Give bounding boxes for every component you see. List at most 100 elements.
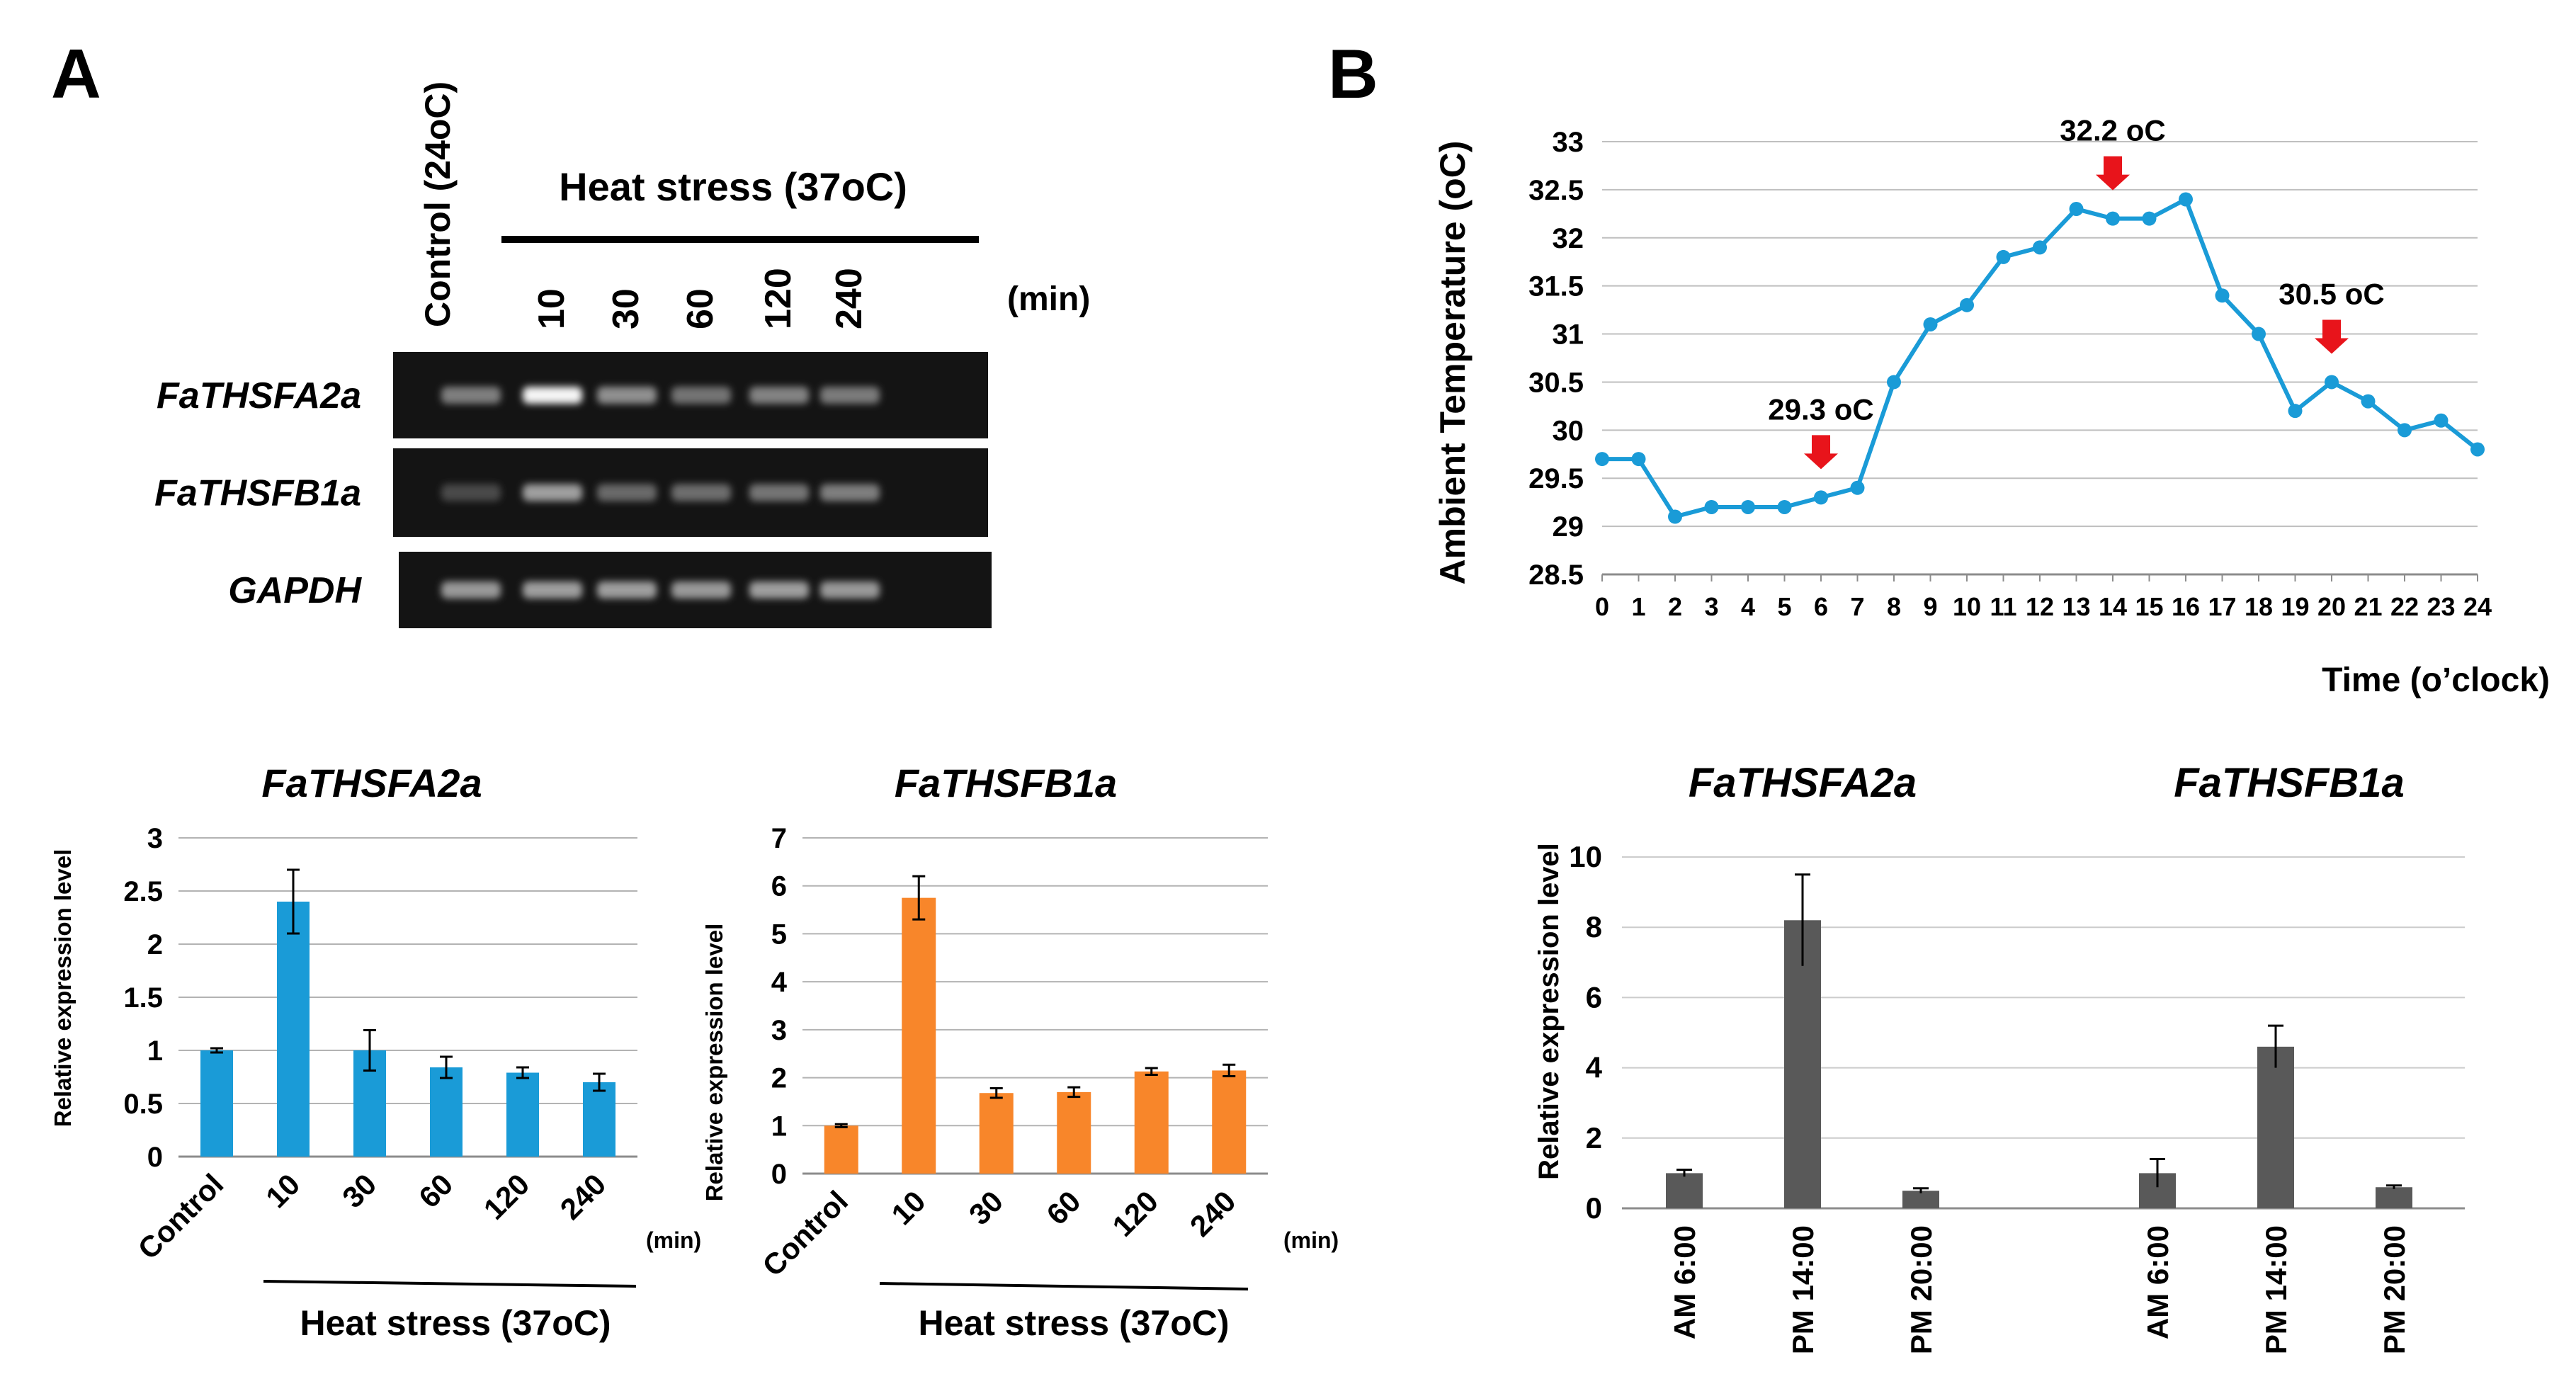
x-tick-label: PM 14:00 — [1786, 1225, 1820, 1354]
data-point — [2252, 327, 2266, 341]
gel-lane-label: 240 — [829, 268, 870, 329]
y-tick-label: 8 — [1586, 910, 1602, 943]
x-tick-label: PM 20:00 — [1905, 1225, 1938, 1354]
data-point — [2033, 240, 2047, 255]
x-tick-label: 12 — [2026, 592, 2054, 621]
y-tick-label: 32.5 — [1528, 175, 1584, 206]
chart-a-left: FaTHSFA2a Relative expression level 0 0.5… — [50, 761, 701, 1343]
y-tick-label: 1.5 — [123, 982, 163, 1014]
x-tick-label: 10 — [259, 1167, 306, 1214]
data-point — [1850, 480, 1865, 495]
x-tick-label: 7 — [1850, 592, 1864, 621]
bar — [1134, 1071, 1169, 1174]
chart-a-right-group-line — [879, 1282, 1249, 1290]
chart-a-right-group-label: Heat stress (37oC) — [918, 1303, 1229, 1343]
gel-lane-labels: 10 30 60 120 240 — [531, 268, 870, 329]
bar — [1666, 1173, 1703, 1208]
y-tick-label: 2 — [1586, 1121, 1602, 1154]
gel-band — [671, 581, 731, 598]
panel-b-label: B — [1328, 35, 1378, 113]
gel-row-label: FaTHSFB1a — [154, 473, 361, 514]
data-point — [2106, 211, 2120, 226]
gel-band — [820, 581, 880, 598]
gel-lane-label: 10 — [531, 288, 572, 329]
y-tick-label: 4 — [1586, 1051, 1603, 1084]
chart-b-bar-title-1: FaTHSFA2a — [1689, 760, 1917, 806]
x-tick-label: 15 — [2135, 592, 2163, 621]
annotation-label: 29.3 oC — [1768, 392, 1873, 426]
x-tick-label: 19 — [2281, 592, 2309, 621]
data-point — [1923, 317, 1938, 331]
chart-a-left-title: FaTHSFA2a — [261, 761, 482, 805]
data-point — [2398, 423, 2412, 438]
x-tick-label: 20 — [2317, 592, 2346, 621]
annotation-arrow — [1804, 435, 1838, 470]
chart-b-bar-ylabel: Relative expression level — [1533, 843, 1565, 1180]
annotation-arrow — [2096, 156, 2130, 191]
y-tick-label: 2.5 — [123, 876, 163, 907]
x-tick-label: 1 — [1631, 592, 1645, 621]
bar — [1212, 1070, 1247, 1174]
x-tick-label: 6 — [1814, 592, 1828, 621]
data-point — [1741, 499, 1755, 514]
bar — [583, 1082, 615, 1157]
chart-b-bar-title-2: FaTHSFB1a — [2174, 760, 2405, 806]
gel-band — [671, 387, 731, 404]
data-point — [1814, 490, 1828, 505]
x-tick-label: 10 — [1953, 592, 1981, 621]
gel-band — [671, 484, 731, 501]
y-tick-label: 30 — [1553, 415, 1584, 446]
y-tick-label: 33 — [1553, 127, 1584, 158]
x-tick-label: 60 — [1040, 1184, 1086, 1231]
gel-row-label: GAPDH — [228, 570, 362, 611]
gel-band — [749, 484, 809, 501]
x-tick-label: 17 — [2208, 592, 2236, 621]
y-tick-label: 2 — [771, 1063, 787, 1094]
gel-band — [749, 387, 809, 404]
data-point — [2215, 288, 2230, 303]
y-tick-label: 0 — [771, 1159, 787, 1190]
chart-a-left-ylabel: Relative expression level — [50, 849, 76, 1128]
data-point — [2288, 404, 2303, 419]
chart-b-line: Ambient Temperature (oC) 28.52929.53030.… — [1433, 114, 2550, 699]
bar — [277, 902, 310, 1157]
gel-band — [597, 484, 657, 501]
bar — [200, 1050, 233, 1157]
bar — [1784, 920, 1821, 1208]
x-tick-label: 22 — [2390, 592, 2419, 621]
gel-min-label: (min) — [1007, 280, 1090, 318]
chart-a-left-unit: (min) — [646, 1227, 701, 1253]
data-point — [2142, 211, 2157, 226]
data-point — [2470, 442, 2485, 457]
y-tick-label: 29 — [1553, 511, 1584, 543]
panel-a-label: A — [51, 35, 101, 113]
bar — [2257, 1046, 2294, 1208]
gel-band — [820, 484, 880, 501]
data-point — [1704, 499, 1719, 514]
x-tick-label: 4 — [1741, 592, 1755, 621]
x-tick-label: 18 — [2245, 592, 2273, 621]
x-tick-label: 240 — [554, 1167, 613, 1226]
data-point — [2361, 394, 2376, 409]
data-point — [2434, 413, 2449, 428]
gel-band — [523, 581, 582, 598]
gel-band — [597, 581, 657, 598]
data-point — [1996, 249, 2011, 264]
gel-band — [749, 581, 809, 598]
x-tick-label: Control — [756, 1184, 854, 1283]
x-tick-label: 8 — [1887, 592, 1901, 621]
x-tick-label: 13 — [2062, 592, 2090, 621]
bar — [824, 1125, 858, 1174]
gel-lane-label: 60 — [680, 288, 721, 329]
bar — [1902, 1191, 1939, 1208]
chart-b-bar: Relative expression level FaTHSFA2a FaTH… — [1533, 760, 2465, 1354]
annotation-label: 30.5 oC — [2279, 277, 2384, 310]
bar — [1057, 1091, 1091, 1174]
y-tick-label: 31.5 — [1528, 271, 1584, 302]
data-point — [1777, 499, 1792, 514]
gel-lane-label: 30 — [606, 288, 647, 329]
y-tick-label: 3 — [771, 1015, 787, 1046]
gel-band — [597, 387, 657, 404]
x-tick-label: 30 — [336, 1167, 382, 1214]
